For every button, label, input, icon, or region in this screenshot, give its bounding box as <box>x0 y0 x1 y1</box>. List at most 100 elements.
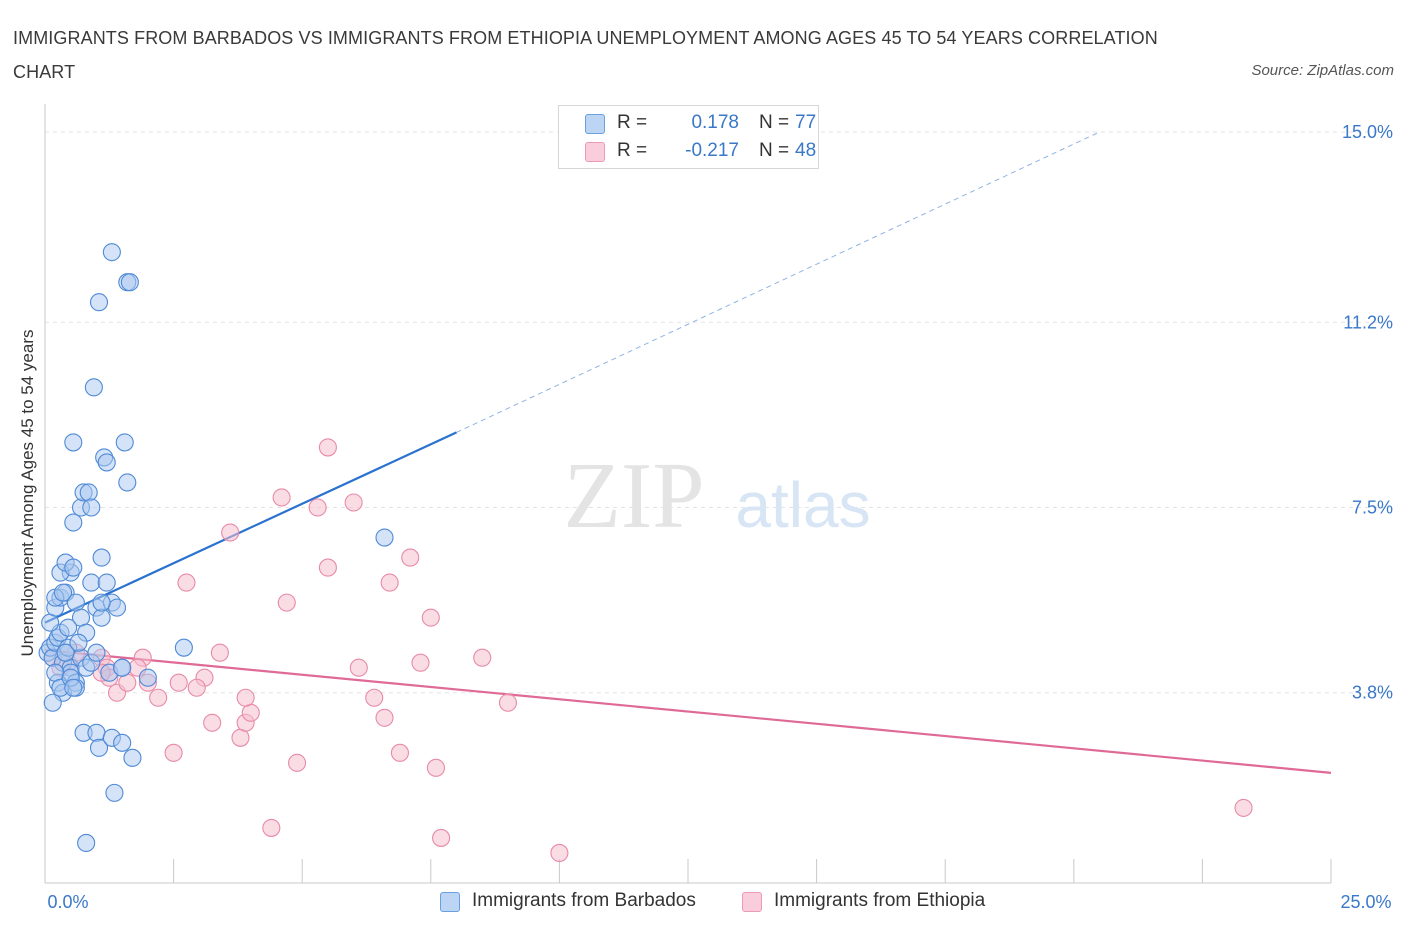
point-barbados <box>64 558 83 577</box>
trend-lines <box>44 131 1332 774</box>
legend-r-value: 0.178 <box>691 112 739 133</box>
point-barbados <box>120 273 139 292</box>
point-ethiopia <box>411 653 430 672</box>
point-barbados <box>64 433 83 452</box>
series-barbados-points <box>38 243 394 852</box>
y-axis-label: Unemployment Among Ages 45 to 54 years <box>18 330 37 657</box>
point-ethiopia <box>272 488 291 507</box>
trend-line-ethiopia <box>44 649 1332 774</box>
legend-swatch-barbados <box>585 114 605 134</box>
legend-r-label: R = <box>617 112 648 133</box>
point-barbados <box>46 663 65 682</box>
legend-r-label: R = <box>617 140 648 161</box>
point-barbados <box>82 573 101 592</box>
point-barbados <box>97 453 116 472</box>
legend-n-label: N = <box>759 112 790 133</box>
point-barbados <box>107 598 127 617</box>
point-barbados <box>102 243 121 262</box>
point-ethiopia <box>277 593 296 612</box>
trend-line-barbados-extension <box>456 131 1100 433</box>
point-barbados <box>115 433 134 452</box>
legend-swatch-ethiopia <box>585 142 605 162</box>
point-ethiopia <box>210 643 229 662</box>
x-tick-label-min: 0.0% <box>47 892 88 912</box>
point-ethiopia <box>177 573 196 592</box>
point-barbados <box>97 573 116 592</box>
point-ethiopia <box>432 828 451 847</box>
point-ethiopia <box>498 693 518 712</box>
point-barbados <box>138 668 157 687</box>
point-ethiopia <box>221 523 240 542</box>
bottom-legend-label-ethiopia: Immigrants from Ethiopia <box>774 890 986 911</box>
y-tick-label: 7.5% <box>1352 498 1393 518</box>
point-barbados <box>84 378 103 397</box>
point-barbados <box>53 583 73 602</box>
bottom-legend-swatch-ethiopia <box>742 892 762 912</box>
point-barbados <box>59 618 78 637</box>
legend-n-label: N = <box>759 140 790 161</box>
point-ethiopia <box>203 713 222 732</box>
point-ethiopia <box>308 498 327 517</box>
gridlines <box>45 131 1390 694</box>
y-tick-label: 11.2% <box>1343 312 1393 332</box>
point-ethiopia <box>426 758 445 777</box>
stats-legend: R = 0.178 N = 77 R = -0.217 N = 48 <box>558 105 819 169</box>
legend-n-value: 48 <box>795 140 817 161</box>
point-ethiopia <box>344 493 363 512</box>
watermark: ZIP atlas <box>564 444 871 548</box>
point-barbados <box>118 473 137 492</box>
point-barbados <box>77 833 96 852</box>
point-barbados <box>92 593 111 612</box>
point-barbados <box>105 783 124 802</box>
point-barbados <box>89 738 109 757</box>
point-barbados <box>89 293 109 312</box>
point-ethiopia <box>421 608 440 627</box>
point-barbados <box>87 723 106 742</box>
point-ethiopia <box>349 658 368 677</box>
point-barbados <box>64 678 83 697</box>
point-barbados <box>92 608 111 627</box>
point-ethiopia <box>550 843 569 863</box>
point-ethiopia <box>262 818 281 837</box>
bottom-legend-label-barbados: Immigrants from Barbados <box>472 890 696 911</box>
point-ethiopia <box>164 743 183 762</box>
point-ethiopia <box>375 708 394 727</box>
point-ethiopia <box>318 438 337 457</box>
y-tick-label: 15.0% <box>1342 122 1393 142</box>
trend-line-barbados <box>44 431 457 624</box>
point-barbados <box>92 548 111 567</box>
legend-r-value: -0.217 <box>685 140 739 161</box>
point-ethiopia <box>318 558 337 577</box>
legend-n-value: 77 <box>795 112 817 133</box>
point-barbados <box>123 748 142 767</box>
point-ethiopia <box>473 648 492 667</box>
point-barbados <box>69 633 88 652</box>
point-barbados <box>79 483 98 502</box>
point-barbados <box>82 498 101 517</box>
point-ethiopia <box>401 548 420 567</box>
chart-title: IMMIGRANTS FROM BARBADOS VS IMMIGRANTS F… <box>13 28 1158 82</box>
point-ethiopia <box>241 703 260 722</box>
point-barbados <box>375 528 394 547</box>
point-ethiopia <box>380 573 399 592</box>
point-barbados <box>56 643 75 662</box>
point-ethiopia <box>1234 798 1253 817</box>
source-label: Source: ZipAtlas.com <box>1251 62 1394 79</box>
watermark-atlas: atlas <box>735 469 870 541</box>
point-ethiopia <box>169 673 188 692</box>
point-ethiopia <box>365 688 384 707</box>
point-barbados <box>113 733 132 752</box>
x-tick-labels: 0.0% 25.0% <box>47 892 1391 912</box>
point-ethiopia <box>187 678 206 697</box>
axes <box>44 104 1332 884</box>
point-barbados <box>43 693 62 712</box>
point-ethiopia <box>231 728 250 747</box>
y-tick-label: 3.8% <box>1352 683 1393 703</box>
y-tick-labels: 3.8% 7.5% 11.2% 15.0% <box>1342 122 1393 703</box>
point-ethiopia <box>390 743 409 762</box>
point-barbados <box>174 638 193 657</box>
x-tick-label-max: 25.0% <box>1340 892 1391 912</box>
point-ethiopia <box>149 688 168 707</box>
point-ethiopia <box>288 753 307 772</box>
point-barbados <box>41 613 60 632</box>
